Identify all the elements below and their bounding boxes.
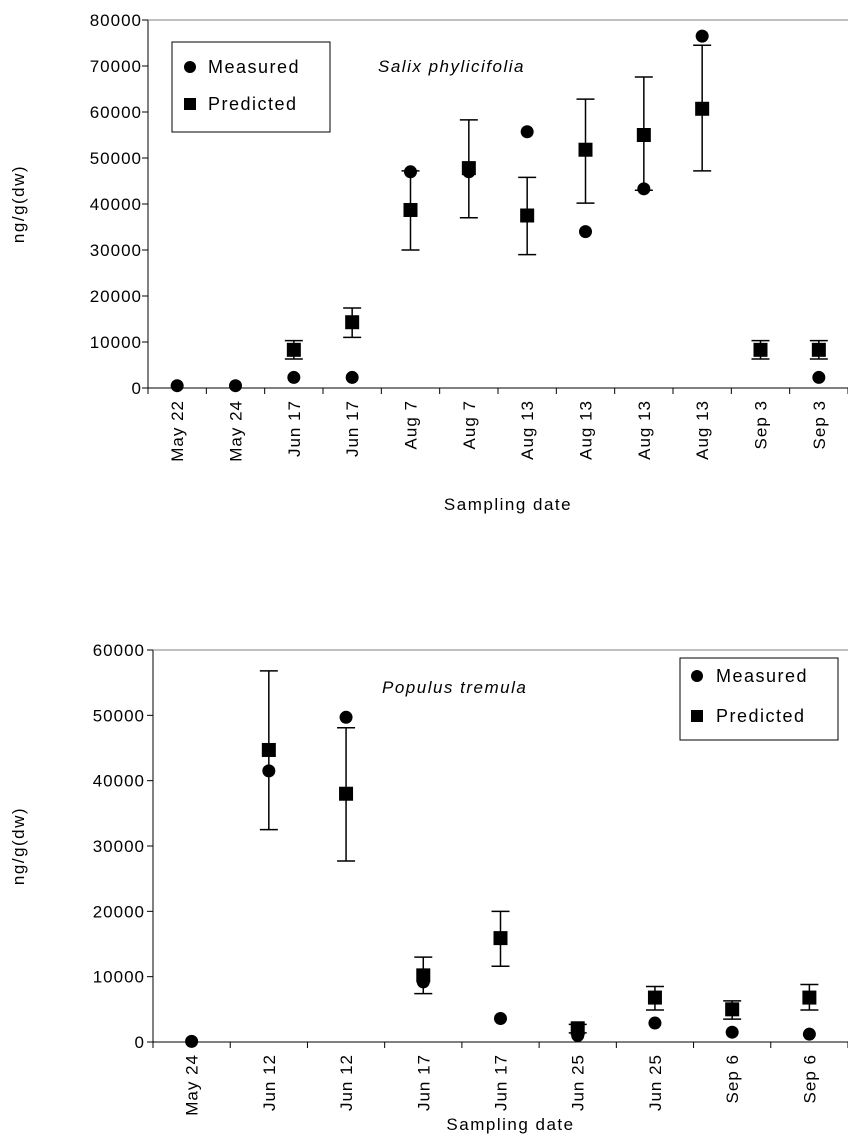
x-tick-label: May 24: [183, 1054, 202, 1116]
x-axis-title: Sampling date: [444, 495, 572, 514]
x-tick-label: May 22: [168, 400, 187, 462]
measured-point: [494, 1011, 507, 1025]
y-tick-label: 50000: [93, 706, 145, 725]
y-tick-label: 60000: [93, 641, 145, 660]
x-tick-label: Jun 25: [569, 1054, 588, 1111]
y-tick-label: 0: [135, 1033, 145, 1052]
y-tick-label: 10000: [90, 333, 142, 352]
y-tick-label: 50000: [90, 149, 142, 168]
x-tick-label: Aug 13: [693, 400, 712, 460]
legend-measured-label: Measured: [208, 57, 300, 77]
measured-point: [170, 379, 184, 393]
x-tick-label: Jun 12: [260, 1054, 279, 1111]
x-tick-label: Sep 3: [752, 400, 771, 449]
x-axis-title: Sampling date: [446, 1115, 574, 1134]
measured-point: [462, 165, 476, 179]
measured-point: [416, 975, 430, 989]
measured-point: [725, 1025, 739, 1039]
x-tick-label: Aug 13: [518, 400, 537, 460]
x-tick-label: Sep 6: [723, 1054, 742, 1103]
y-axis-title: ng/g(dw): [9, 165, 28, 243]
x-tick-label: Jun 17: [414, 1054, 433, 1111]
predicted-point: [403, 202, 418, 217]
x-tick-label: Sep 6: [800, 1054, 819, 1103]
y-tick-label: 30000: [90, 241, 142, 260]
y-tick-label: 20000: [90, 287, 142, 306]
legend-predicted-marker: [184, 98, 196, 110]
measured-point: [185, 1034, 199, 1048]
x-tick-label: May 24: [227, 400, 246, 462]
measured-point: [287, 370, 301, 384]
predicted-point: [811, 342, 826, 357]
y-tick-label: 30000: [93, 837, 145, 856]
y-tick-label: 80000: [90, 11, 142, 30]
predicted-point: [339, 786, 354, 801]
measured-point: [229, 379, 242, 393]
legend-measured-label: Measured: [716, 666, 808, 686]
measured-point: [695, 29, 709, 43]
measured-point: [579, 225, 592, 239]
legend-box: [171, 41, 331, 133]
x-tick-label: Aug 13: [577, 400, 596, 460]
measured-point: [404, 165, 417, 179]
predicted-point: [753, 342, 768, 357]
chart-title: Populus tremula: [382, 678, 527, 697]
measured-point: [345, 370, 359, 384]
predicted-point: [493, 931, 508, 946]
y-axis-title: ng/g(dw): [9, 807, 28, 885]
legend-measured-marker: [691, 670, 703, 682]
x-tick-label: Jun 17: [492, 1054, 511, 1111]
legend: Measured Predicted: [171, 41, 331, 133]
legend-predicted-label: Predicted: [716, 706, 806, 726]
legend-box: [679, 657, 839, 741]
measured-point: [802, 1027, 816, 1041]
predicted-point: [802, 990, 817, 1005]
x-tick-label: Sep 3: [810, 400, 829, 449]
y-tick-label: 10000: [93, 968, 145, 987]
predicted-point: [261, 742, 276, 757]
x-tick-label: Aug 13: [635, 400, 654, 460]
legend: Measured Predicted: [679, 657, 839, 741]
y-tick-label: 70000: [90, 57, 142, 76]
x-tick-label: Jun 12: [337, 1054, 356, 1111]
x-tick-label: Aug 7: [460, 400, 479, 449]
x-tick-label: Jun 17: [343, 400, 362, 457]
predicted-point: [647, 990, 662, 1005]
legend-predicted-marker: [691, 710, 703, 722]
predicted-point: [286, 342, 301, 357]
y-tick-label: 60000: [90, 103, 142, 122]
predicted-point: [725, 1002, 740, 1017]
y-tick-label: 20000: [93, 902, 145, 921]
measured-point: [648, 1016, 662, 1030]
y-tick-label: 0: [132, 379, 142, 398]
legend-measured-marker: [184, 61, 196, 73]
predicted-point: [578, 142, 593, 157]
measured-point: [520, 125, 534, 139]
measured-point: [637, 182, 651, 196]
legend-predicted-label: Predicted: [208, 94, 298, 114]
salix-chart: 0 10000 20000 30000 40000 50000 60000 70000 8000…: [9, 11, 848, 514]
x-tick-label: Jun 25: [646, 1054, 665, 1111]
y-tick-label: 40000: [93, 772, 145, 791]
y-tick-label: 40000: [90, 195, 142, 214]
measured-point: [571, 1028, 585, 1042]
predicted-point: [695, 101, 710, 116]
measured-point: [812, 370, 826, 384]
x-tick-label: Jun 17: [285, 400, 304, 457]
predicted-point: [636, 128, 651, 142]
chart-title: Salix phylicifolia: [378, 57, 525, 76]
x-tick-label: Aug 7: [402, 400, 421, 449]
measured-point: [262, 764, 276, 778]
populus-chart: 0 10000 20000 30000 40000 50000 60000 May 24 Jun…: [9, 641, 848, 1134]
predicted-point: [520, 208, 535, 223]
measured-point: [339, 710, 353, 724]
predicted-point: [345, 315, 360, 330]
